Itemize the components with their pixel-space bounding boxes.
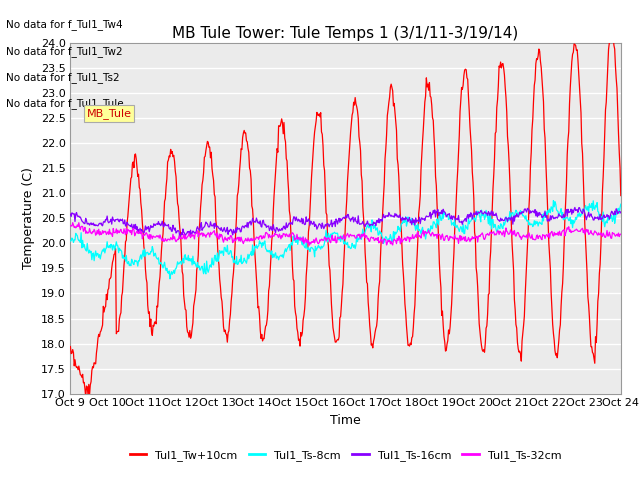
Text: No data for f_Tul1_Tw4: No data for f_Tul1_Tw4 — [6, 19, 123, 30]
Text: No data for f_Tul1_Tw2: No data for f_Tul1_Tw2 — [6, 46, 123, 57]
X-axis label: Time: Time — [330, 414, 361, 427]
Text: No data for f_Tul1_Tule: No data for f_Tul1_Tule — [6, 98, 124, 109]
Text: No data for f_Tul1_Ts2: No data for f_Tul1_Ts2 — [6, 72, 120, 83]
Y-axis label: Temperature (C): Temperature (C) — [22, 168, 35, 269]
Text: MB_Tule: MB_Tule — [86, 108, 131, 119]
Title: MB Tule Tower: Tule Temps 1 (3/1/11-3/19/14): MB Tule Tower: Tule Temps 1 (3/1/11-3/19… — [172, 25, 519, 41]
Legend: Tul1_Tw+10cm, Tul1_Ts-8cm, Tul1_Ts-16cm, Tul1_Ts-32cm: Tul1_Tw+10cm, Tul1_Ts-8cm, Tul1_Ts-16cm,… — [125, 445, 566, 465]
